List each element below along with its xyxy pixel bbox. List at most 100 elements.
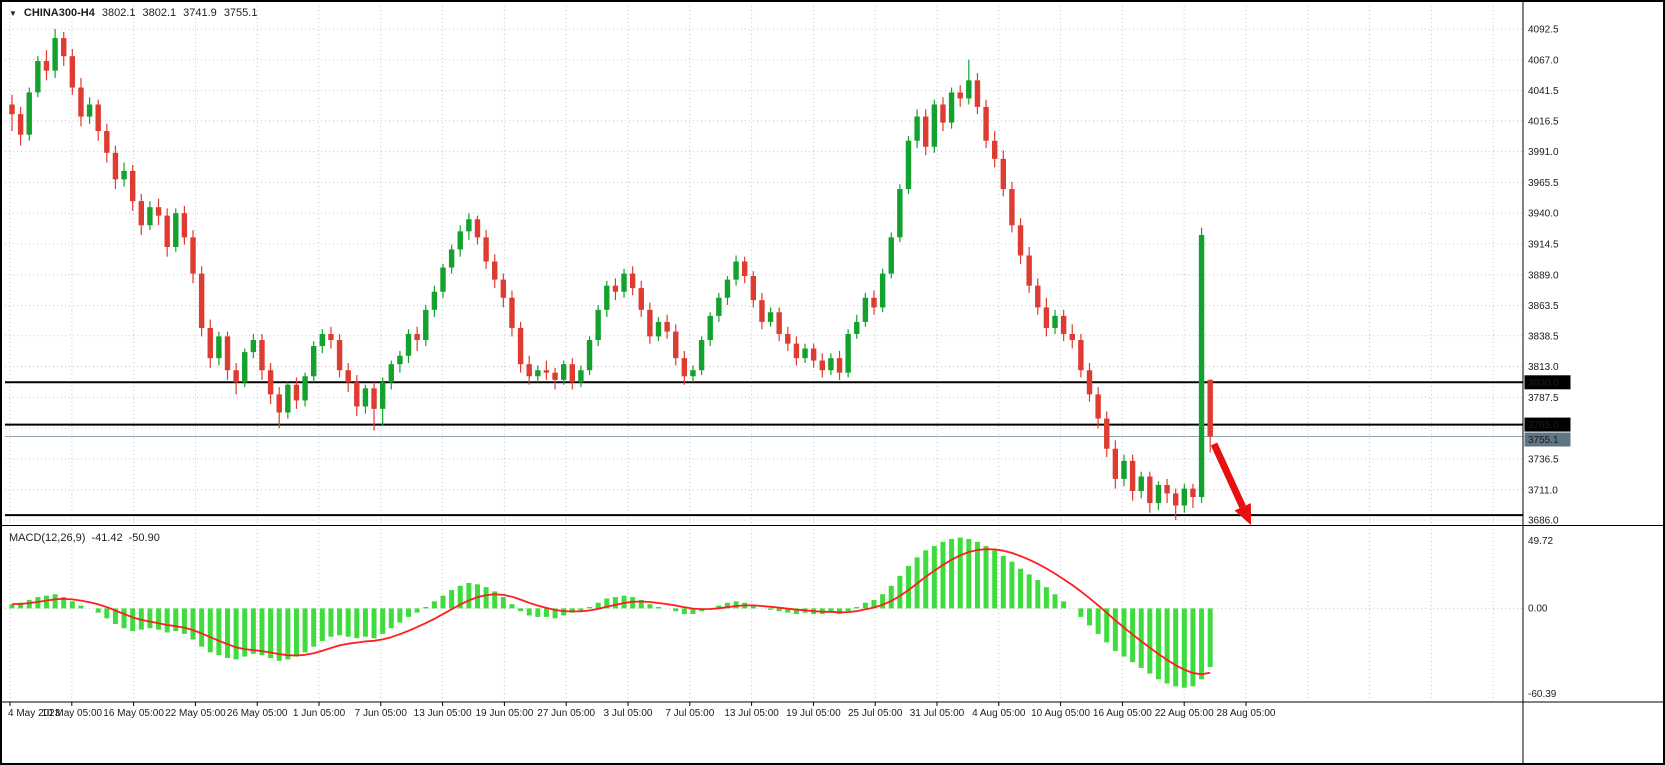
macd-histogram-bar — [724, 602, 730, 609]
trend-arrow-head — [1234, 503, 1251, 525]
time-tick-label: 16 Aug 05:00 — [1093, 708, 1152, 719]
macd-histogram-bar — [242, 608, 248, 657]
macd-histogram-bar — [156, 608, 162, 630]
macd-histogram-bar — [345, 608, 351, 637]
macd-histogram-bar — [535, 608, 541, 617]
candle-body — [1035, 285, 1041, 308]
candle-body — [371, 388, 377, 409]
time-tick-label: 13 Jul 05:00 — [724, 708, 779, 719]
macd-histogram-bar — [207, 608, 213, 653]
time-tick-label: 26 May 05:00 — [227, 708, 288, 719]
candle-body — [517, 327, 524, 365]
macd-histogram-bar — [259, 608, 265, 656]
price-tick-label: 4067.0 — [1528, 55, 1559, 66]
candle-body — [69, 56, 76, 88]
macd-histogram-bar — [18, 602, 24, 609]
macd-histogram-bar — [1207, 608, 1213, 668]
macd-histogram-bar — [95, 608, 101, 613]
macd-histogram-bar — [130, 608, 136, 632]
candle-body — [1060, 315, 1067, 334]
macd-histogram-bar — [319, 608, 325, 641]
candle-body — [155, 207, 162, 216]
candle-body — [828, 358, 834, 371]
macd-histogram-bar — [1009, 561, 1015, 609]
macd-histogram-bar — [147, 608, 153, 629]
candle-body — [767, 312, 774, 322]
candle-body — [647, 309, 653, 337]
candle-body — [948, 92, 955, 123]
candle-body — [250, 340, 257, 353]
candle-body — [707, 315, 713, 341]
macd-histogram-bar — [61, 597, 67, 609]
price-tick-label: 3863.5 — [1528, 301, 1559, 312]
candle-body — [319, 333, 326, 347]
macd-histogram-bar — [828, 608, 834, 613]
candle-body — [595, 309, 601, 341]
candle-body — [1095, 394, 1101, 419]
macd-histogram-bar — [1199, 608, 1205, 680]
candle-body — [862, 297, 869, 322]
macd-tick-label: -60.39 — [1528, 689, 1557, 700]
price-tick-label: 4092.5 — [1528, 25, 1559, 36]
macd-histogram-bar — [1112, 608, 1118, 651]
candle-body — [854, 321, 860, 334]
macd-histogram-bar — [1155, 608, 1161, 680]
macd-histogram-bar — [268, 608, 274, 658]
symbol-ohlc-bar: ▼ CHINA300-H4 3802.1 3802.1 3741.9 3755.… — [9, 7, 257, 19]
price-tick-label: 4041.5 — [1528, 86, 1559, 97]
candle-body — [448, 249, 455, 268]
candle-body — [1043, 307, 1050, 328]
price-scale-box-label: 3755.1 — [1528, 435, 1559, 446]
macd-histogram-bar — [673, 608, 679, 612]
macd-histogram-bar — [931, 546, 937, 609]
candle-body — [742, 261, 748, 277]
time-tick-label: 25 Jul 05:00 — [848, 708, 903, 719]
candle-body — [905, 140, 912, 190]
candle-body — [966, 80, 972, 99]
macd-histogram-bar — [354, 608, 360, 639]
macd-histogram-bar — [768, 608, 774, 610]
candle-body — [810, 348, 817, 361]
macd-histogram-bar — [587, 606, 593, 609]
symbol-dropdown-icon[interactable]: ▼ — [9, 8, 17, 18]
macd-histogram-bar — [1138, 608, 1144, 668]
candle-body — [1026, 255, 1032, 286]
price-scale-box — [1524, 432, 1571, 447]
macd-histogram-bar — [216, 608, 222, 656]
macd-histogram-bar — [457, 585, 463, 609]
macd-histogram-bar — [293, 608, 299, 657]
macd-histogram-bar — [604, 598, 610, 609]
time-tick-label: 13 Jun 05:00 — [414, 708, 472, 719]
candle-body — [543, 370, 550, 373]
macd-histogram-bar — [26, 599, 32, 609]
candle-body — [354, 382, 360, 407]
candle-body — [17, 114, 24, 135]
candle-body — [560, 364, 567, 380]
trend-arrow-shaft — [1210, 442, 1246, 509]
macd-signal-value: -50.90 — [128, 532, 160, 544]
macd-histogram-bar — [1035, 580, 1041, 609]
time-tick-label: 22 May 05:00 — [165, 708, 226, 719]
candle-body — [914, 116, 920, 141]
macd-histogram-bar — [371, 608, 377, 639]
macd-histogram-bar — [199, 608, 205, 647]
time-tick-label: 28 Aug 05:00 — [1217, 708, 1276, 719]
candle-body — [724, 279, 731, 298]
macd-histogram-bar — [1190, 608, 1196, 687]
candle-body — [440, 267, 446, 292]
candle-body — [242, 352, 248, 383]
candle-body — [604, 285, 610, 310]
candle-body — [147, 207, 153, 226]
candle-body — [431, 291, 438, 310]
price-tick-label: 3686.0 — [1528, 515, 1559, 526]
macd-histogram-bar — [311, 608, 317, 647]
candle-body — [1147, 476, 1153, 504]
price-tick-label: 3736.5 — [1528, 455, 1559, 466]
macd-histogram-bar — [500, 597, 506, 609]
candle-body — [776, 312, 782, 334]
price-tick-label: 3889.0 — [1528, 270, 1559, 281]
candle-body — [1069, 333, 1075, 341]
candle-body — [233, 370, 239, 383]
macd-histogram-bar — [750, 605, 756, 609]
